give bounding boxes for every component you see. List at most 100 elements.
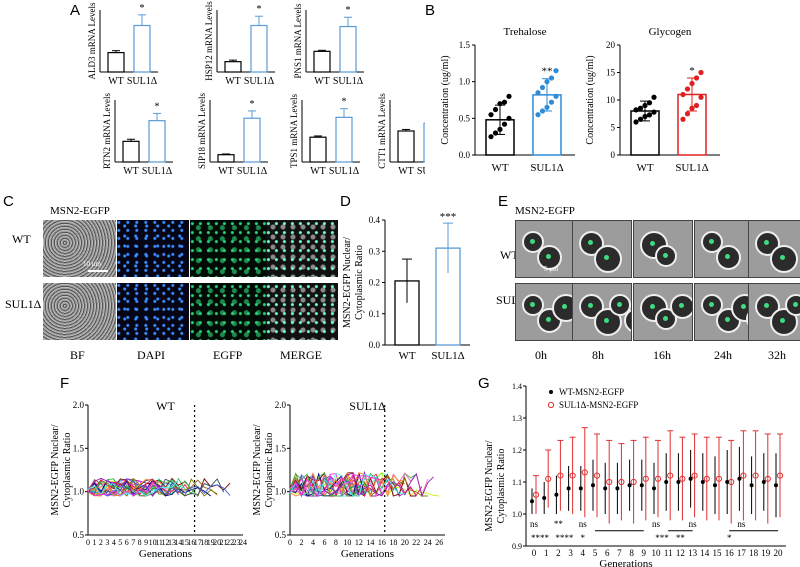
f-lineage-line (289, 471, 405, 498)
panel-label-d: D (340, 193, 351, 210)
g-wt-point (542, 496, 547, 500)
b-point (689, 105, 695, 111)
a-bar (243, 117, 261, 163)
timelapse-wt-frame (572, 220, 632, 278)
g-xtick-label: 12 (676, 548, 685, 558)
g-sul-point (654, 475, 662, 482)
g-wt-point (774, 483, 778, 488)
g-significance: **** (555, 533, 574, 543)
a-bar (313, 50, 331, 73)
g-wt-point (725, 480, 730, 484)
b-ytick-label: 20 (606, 40, 616, 50)
g-significance: ns (579, 519, 588, 529)
yeast-cell (594, 245, 622, 273)
f-xtick-label: 26 (435, 538, 443, 547)
f-xtick-label: 16 (187, 538, 195, 547)
timepoint-label: 8h (592, 348, 604, 362)
micro-wt-merge (266, 220, 338, 277)
timelapse-sul-frame (633, 283, 693, 341)
g-sul-point (642, 475, 649, 482)
a-bar (217, 154, 235, 163)
f-lineage-line (289, 472, 429, 498)
b-ylabel: Concentration (ug/ml) (440, 55, 451, 144)
g-ytick-label: 1.4 (512, 382, 522, 391)
yeast-cell (770, 245, 798, 273)
b-point (506, 93, 512, 99)
b-point (488, 134, 494, 140)
g-wt-point (713, 483, 717, 488)
a-bar (133, 24, 151, 73)
g-xtick-label: 6 (605, 548, 610, 558)
g-sul-point (764, 475, 771, 482)
b-point (684, 111, 691, 117)
f-title: SUL1Δ (349, 399, 386, 413)
b-point (651, 109, 657, 115)
panel-f-lineage-charts: WT0.51.01.52.00 1 2 3 4 5 6 7 8 9 1011121314151617… (50, 399, 445, 560)
a-xlabel-sul: SUL1Δ (127, 76, 158, 87)
f-ytick-label: 1.0 (73, 487, 85, 497)
f-xtick-label: 10 (149, 538, 157, 547)
g-wt-point (578, 486, 583, 491)
b-point (637, 116, 644, 122)
gfp-signal (780, 318, 785, 323)
f-xtick-label: 16 (378, 538, 386, 547)
f-lineage-line (289, 472, 383, 498)
yeast-cell (670, 294, 692, 319)
b-point (548, 75, 555, 81)
timepoint-label: 32h (768, 348, 786, 362)
f-lineage-line (289, 472, 366, 497)
g-significance: ** (554, 519, 564, 529)
g-xtick-label: 13 (688, 548, 698, 558)
gfp-signal (650, 304, 655, 309)
a-bar (335, 116, 353, 163)
f-xtick-label: 24 (424, 538, 432, 547)
yeast-cell (579, 231, 604, 256)
b-point (544, 104, 550, 110)
g-xtick-label: 5 (593, 548, 598, 558)
panel-label-b: B (425, 2, 436, 19)
a-xlabel-sul: SUL1Δ (417, 166, 425, 177)
g-ylabel-1: MSN2-EGFP Nuclear/ (484, 440, 495, 531)
f-xtick-label: 20 (213, 538, 221, 547)
a-xlabel-wt: WT (218, 166, 234, 177)
panel-c-row-sul: SUL1Δ (5, 297, 42, 311)
b-point (539, 84, 546, 91)
g-legend-sul: SUL1Δ-MSN2-EGFP (559, 400, 638, 410)
gfp-signal (709, 302, 714, 307)
g-ytick-label: 1.3 (512, 414, 522, 423)
g-sul-point (715, 475, 723, 482)
b-point (693, 75, 700, 81)
g-significance: **** (531, 533, 550, 543)
b-point (646, 112, 653, 118)
micro-sul-egfp (190, 283, 266, 340)
f-xtick-label: 15 (181, 538, 189, 547)
g-sul-point (593, 472, 601, 479)
a-bar (122, 140, 140, 163)
g-sul-point (740, 472, 747, 479)
gfp-signal (617, 302, 622, 307)
g-sul-point (667, 472, 674, 479)
b-point (642, 113, 648, 120)
b-xlabel-wt: WT (636, 162, 653, 174)
f-ylabel-1: MSN2-EGFP Nuclear/ (252, 424, 263, 515)
g-significance: * (727, 533, 732, 543)
yeast-cell (701, 231, 723, 253)
g-xtick-label: 18 (749, 548, 759, 558)
g-wt-point (615, 486, 620, 491)
gfp-signal (604, 255, 609, 260)
f-xtick-label: 4 (311, 538, 315, 547)
a-bar (148, 120, 166, 163)
a-significance: * (346, 5, 351, 16)
d-ytick-label: 0.3 (369, 246, 381, 256)
a-bar (224, 61, 242, 73)
b-point (680, 91, 686, 98)
f-xlabel: Generations (139, 548, 192, 560)
b-point (698, 94, 704, 100)
timelapse-wt-frame (633, 220, 693, 278)
b-ytick-label: 0 (611, 150, 616, 160)
g-legend-wt: WT-MSN2-EGFP (559, 387, 624, 397)
a-significance: * (140, 3, 145, 14)
f-xtick-label: 14 (174, 538, 182, 547)
b-point (680, 116, 686, 122)
micro-wt-dapi (117, 220, 189, 277)
